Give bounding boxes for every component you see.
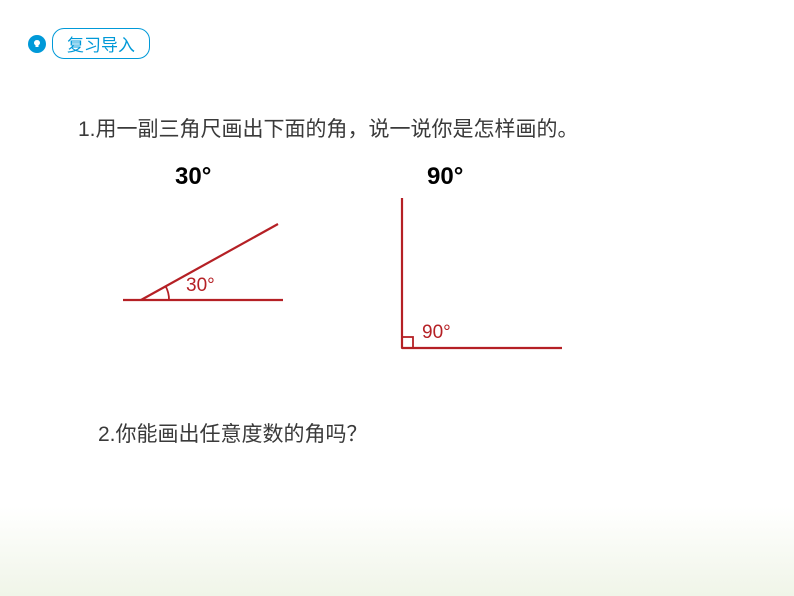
badge-icon bbox=[28, 35, 46, 53]
question-1-text: 1.用一副三角尺画出下面的角，说一说你是怎样画的。 bbox=[78, 113, 579, 143]
angle-90-diagram-label: 90° bbox=[422, 322, 451, 344]
angle-30-diagram-label: 30° bbox=[186, 275, 215, 297]
question-2-text: 2.你能画出任意度数的角吗？ bbox=[98, 418, 368, 448]
angle-30-top-label: 30° bbox=[175, 163, 211, 191]
section-badge: 复习导入 bbox=[28, 28, 150, 59]
badge-label: 复习导入 bbox=[52, 28, 150, 59]
angle-90-top-label: 90° bbox=[427, 163, 463, 191]
angle-90-diagram bbox=[392, 198, 572, 358]
